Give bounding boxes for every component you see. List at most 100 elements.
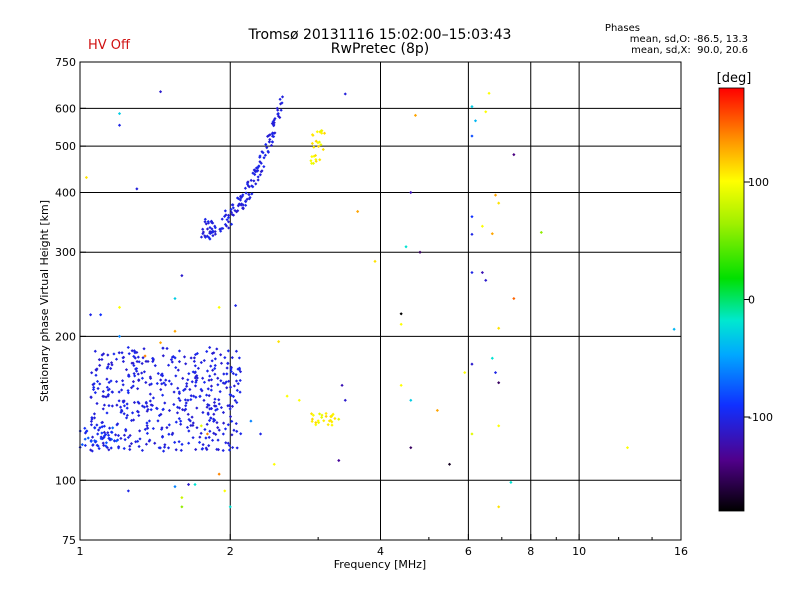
data-point	[191, 421, 195, 425]
data-point	[237, 202, 242, 206]
data-point	[321, 147, 325, 152]
data-point	[230, 445, 235, 450]
data-point	[89, 448, 93, 452]
data-point	[140, 404, 145, 408]
data-point	[227, 226, 231, 230]
data-point	[101, 407, 105, 411]
data-point	[221, 432, 225, 436]
data-point	[125, 406, 129, 410]
data-point	[320, 415, 324, 419]
data-point	[160, 374, 165, 378]
data-point	[193, 482, 197, 487]
data-point	[625, 446, 630, 450]
data-point	[137, 360, 141, 364]
data-point	[205, 447, 209, 452]
data-point	[206, 387, 210, 391]
data-point	[95, 423, 99, 427]
data-point	[177, 440, 181, 444]
data-point	[95, 379, 100, 384]
data-point	[214, 432, 218, 436]
data-point	[192, 359, 196, 363]
data-point	[151, 396, 156, 400]
data-point	[174, 374, 178, 378]
data-point	[258, 173, 262, 177]
data-point	[199, 424, 203, 428]
data-point	[244, 200, 248, 204]
data-point	[316, 141, 320, 145]
data-point	[219, 227, 223, 231]
data-point	[210, 359, 214, 363]
data-point	[270, 140, 274, 144]
data-point	[215, 420, 219, 425]
data-point	[145, 404, 149, 408]
data-point	[136, 355, 140, 359]
data-point	[226, 215, 231, 220]
data-point	[116, 422, 120, 426]
data-point	[319, 129, 323, 133]
data-point	[110, 363, 114, 367]
data-point	[199, 387, 203, 391]
data-point	[208, 225, 212, 230]
data-point	[186, 398, 190, 402]
data-point	[83, 426, 87, 430]
data-point	[140, 376, 145, 380]
x-tick-label: 6	[465, 545, 472, 558]
y-axis-label: Stationary phase Virtual Height [km]	[38, 200, 51, 402]
data-point	[238, 370, 243, 374]
data-point	[497, 505, 501, 509]
data-point	[109, 379, 113, 383]
data-point	[195, 406, 199, 410]
data-point	[126, 391, 130, 395]
data-point	[176, 386, 180, 390]
data-point	[102, 403, 107, 407]
data-point	[189, 423, 193, 428]
data-point	[229, 210, 234, 214]
data-point	[169, 358, 174, 362]
data-point	[144, 401, 148, 405]
data-point	[223, 381, 227, 386]
phases-stats-heading: Phases	[604, 23, 640, 34]
data-point	[231, 206, 235, 210]
data-point	[97, 446, 101, 451]
data-point	[189, 356, 193, 360]
data-point	[315, 130, 319, 134]
data-point	[219, 379, 223, 383]
data-point	[92, 385, 96, 390]
data-point	[153, 441, 157, 445]
data-point	[210, 351, 215, 356]
data-point	[132, 354, 136, 359]
grid-lines	[80, 62, 681, 540]
data-point	[111, 426, 115, 430]
data-point	[189, 397, 193, 402]
data-point	[100, 353, 104, 357]
data-point	[278, 115, 282, 120]
data-point	[135, 409, 140, 413]
data-point	[322, 419, 326, 423]
data-point	[174, 365, 178, 370]
data-point	[201, 410, 205, 415]
data-point	[107, 380, 111, 385]
data-point	[310, 141, 314, 146]
data-point	[216, 438, 220, 442]
data-point	[238, 198, 243, 202]
data-point	[117, 399, 121, 403]
data-point	[114, 439, 119, 443]
data-point	[269, 143, 274, 148]
data-point	[163, 383, 168, 387]
data-point	[234, 421, 238, 426]
data-point	[490, 356, 494, 360]
data-point	[221, 381, 225, 385]
data-point	[213, 366, 217, 371]
data-point	[222, 421, 226, 425]
data-point	[254, 166, 259, 170]
data-point	[195, 374, 199, 378]
data-point	[131, 379, 136, 384]
data-point	[160, 382, 164, 386]
data-point	[409, 398, 413, 402]
data-point	[184, 407, 188, 411]
data-point	[207, 235, 211, 240]
data-point	[223, 209, 227, 213]
data-point	[116, 438, 120, 442]
data-point	[119, 388, 124, 392]
data-point	[263, 153, 267, 157]
